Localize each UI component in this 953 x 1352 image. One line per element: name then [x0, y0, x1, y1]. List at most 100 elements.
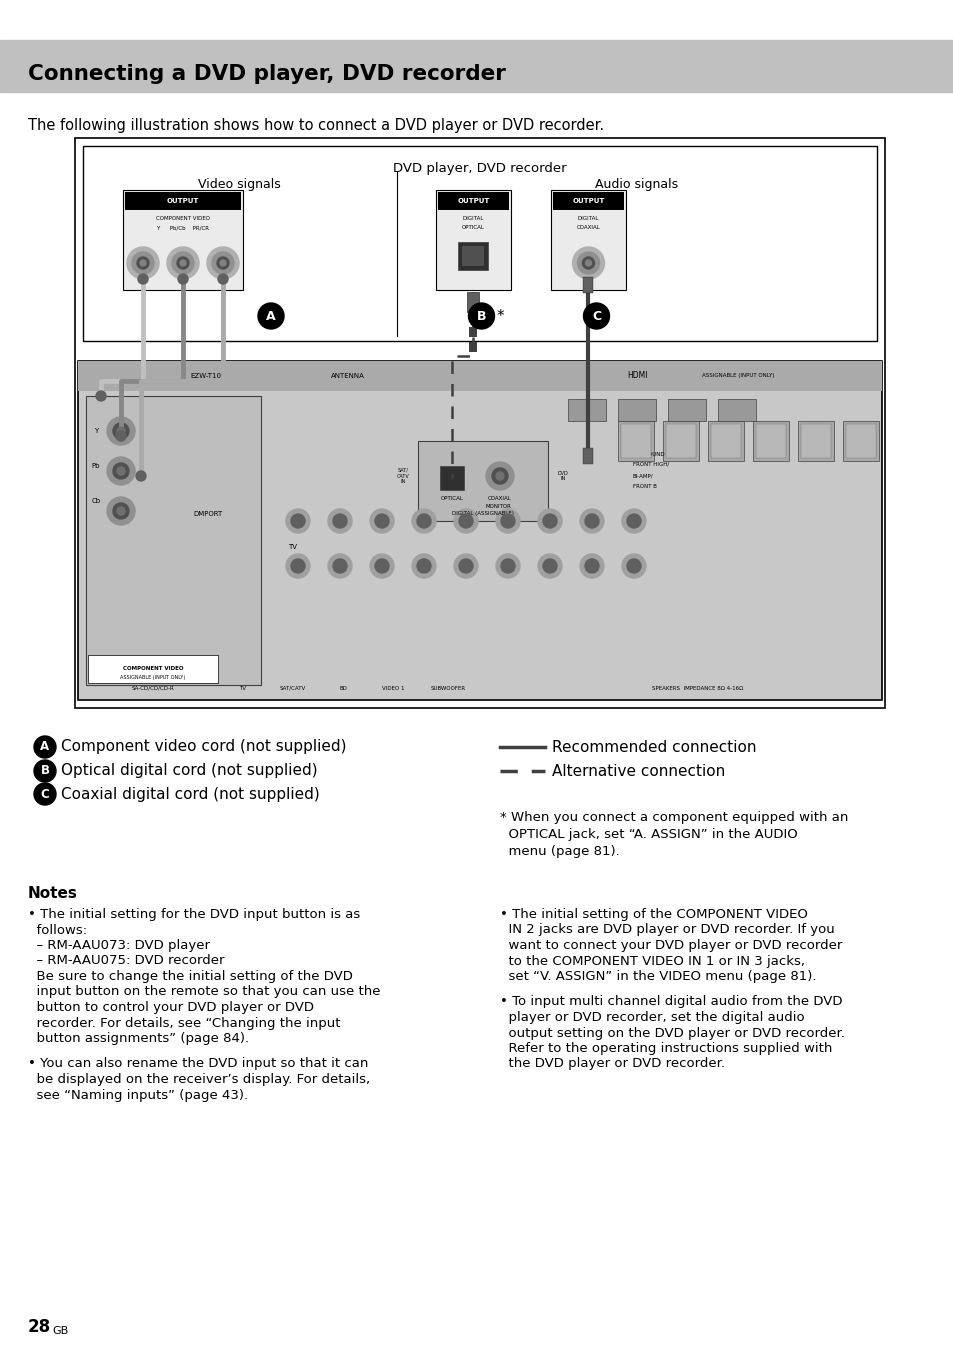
Text: ASSIGNABLE (INPUT ONLY): ASSIGNABLE (INPUT ONLY): [701, 373, 774, 379]
Text: ASSIGNABLE (INPUT ONLY): ASSIGNABLE (INPUT ONLY): [120, 676, 186, 680]
Circle shape: [220, 260, 226, 266]
Text: COMPONENT VIDEO: COMPONENT VIDEO: [123, 667, 183, 672]
Bar: [553, 192, 623, 210]
Circle shape: [370, 554, 394, 579]
Circle shape: [584, 558, 598, 573]
Bar: [718, 399, 755, 420]
Text: – RM-AAU073: DVD player: – RM-AAU073: DVD player: [28, 940, 210, 952]
Circle shape: [621, 554, 645, 579]
Circle shape: [117, 507, 125, 515]
Circle shape: [216, 257, 229, 269]
Text: The following illustration shows how to connect a DVD player or DVD recorder.: The following illustration shows how to …: [28, 118, 603, 132]
Circle shape: [177, 257, 189, 269]
Text: * When you connect a component equipped with an: * When you connect a component equipped …: [499, 811, 847, 823]
Text: DVD player, DVD recorder: DVD player, DVD recorder: [393, 162, 566, 174]
Text: button to control your DVD player or DVD: button to control your DVD player or DVD: [28, 1000, 314, 1014]
Text: Optical digital cord (not supplied): Optical digital cord (not supplied): [61, 764, 317, 779]
Circle shape: [291, 558, 305, 573]
Text: TV: TV: [288, 545, 297, 550]
Circle shape: [375, 514, 389, 529]
Text: BD: BD: [338, 685, 347, 691]
Circle shape: [112, 462, 129, 479]
Circle shape: [167, 247, 199, 279]
Circle shape: [34, 783, 56, 804]
Circle shape: [416, 558, 431, 573]
Text: COAXIAL: COAXIAL: [576, 224, 599, 230]
Circle shape: [291, 514, 305, 529]
Text: DIGITAL: DIGITAL: [578, 216, 598, 220]
Text: set “V. ASSIGN” in the VIDEO menu (page 81).: set “V. ASSIGN” in the VIDEO menu (page …: [499, 969, 816, 983]
Text: FRONT HIGH/: FRONT HIGH/: [633, 462, 669, 466]
Bar: [469, 312, 477, 322]
Text: Audio signals: Audio signals: [595, 178, 678, 191]
Circle shape: [416, 514, 431, 529]
Circle shape: [140, 260, 146, 266]
Text: VIDEO 1: VIDEO 1: [381, 685, 404, 691]
Bar: [752, 420, 788, 461]
Circle shape: [582, 257, 594, 269]
Text: • You can also rename the DVD input so that it can: • You can also rename the DVD input so t…: [28, 1057, 368, 1071]
Text: recorder. For details, see “Changing the input: recorder. For details, see “Changing the…: [28, 1017, 340, 1029]
Text: SUBWOOFER: SUBWOOFER: [430, 685, 465, 691]
Circle shape: [117, 466, 125, 475]
Text: Be sure to change the initial setting of the DVD: Be sure to change the initial setting of…: [28, 969, 353, 983]
Text: COAXIAL: COAXIAL: [488, 496, 512, 502]
Circle shape: [496, 554, 519, 579]
Text: want to connect your DVD player or DVD recorder: want to connect your DVD player or DVD r…: [499, 940, 841, 952]
Text: Cb: Cb: [91, 498, 100, 504]
Circle shape: [207, 247, 239, 279]
Text: BI-AMP/: BI-AMP/: [633, 473, 653, 479]
Text: Notes: Notes: [28, 886, 78, 900]
Text: B: B: [40, 764, 50, 777]
Text: A: A: [266, 310, 275, 323]
Bar: [583, 277, 593, 293]
Circle shape: [496, 508, 519, 533]
Circle shape: [178, 274, 188, 284]
Bar: [567, 399, 605, 420]
Text: Video signals: Video signals: [198, 178, 281, 191]
Circle shape: [458, 514, 473, 529]
Text: Component video cord (not supplied): Component video cord (not supplied): [61, 740, 346, 754]
Circle shape: [107, 498, 135, 525]
Circle shape: [116, 431, 126, 441]
Text: player or DVD recorder, set the digital audio: player or DVD recorder, set the digital …: [499, 1011, 803, 1023]
Bar: [88, 654, 218, 683]
Circle shape: [579, 554, 603, 579]
Circle shape: [375, 558, 389, 573]
Bar: [78, 361, 882, 391]
Text: SPEAKERS  IMPEDANCE 8Ω 4-16Ω: SPEAKERS IMPEDANCE 8Ω 4-16Ω: [652, 685, 742, 691]
Circle shape: [572, 247, 604, 279]
Text: menu (page 81).: menu (page 81).: [499, 845, 619, 859]
Circle shape: [137, 257, 149, 269]
Text: OUTPUT: OUTPUT: [572, 197, 604, 204]
Circle shape: [257, 303, 284, 329]
Circle shape: [180, 260, 186, 266]
Bar: [123, 191, 243, 289]
Bar: [436, 191, 511, 289]
Circle shape: [117, 427, 125, 435]
Circle shape: [136, 470, 146, 481]
Circle shape: [212, 251, 233, 274]
Text: COMPONENT VIDEO: COMPONENT VIDEO: [156, 216, 210, 220]
Text: HDMI: HDMI: [627, 372, 648, 380]
Bar: [75, 138, 884, 708]
Bar: [437, 192, 509, 210]
Bar: [667, 399, 705, 420]
Circle shape: [138, 274, 148, 284]
Circle shape: [333, 514, 347, 529]
Bar: [0, 41, 953, 92]
Circle shape: [454, 508, 477, 533]
Circle shape: [468, 303, 494, 329]
Circle shape: [500, 558, 515, 573]
Text: – RM-AAU075: DVD recorder: – RM-AAU075: DVD recorder: [28, 955, 224, 968]
Text: the DVD player or DVD recorder.: the DVD player or DVD recorder.: [499, 1057, 724, 1071]
Text: to the COMPONENT VIDEO IN 1 or IN 3 jacks,: to the COMPONENT VIDEO IN 1 or IN 3 jack…: [499, 955, 804, 968]
Bar: [707, 420, 743, 461]
Circle shape: [96, 391, 106, 402]
Circle shape: [537, 508, 561, 533]
Text: Refer to the operating instructions supplied with: Refer to the operating instructions supp…: [499, 1042, 832, 1055]
Text: DMPORT: DMPORT: [193, 511, 222, 516]
Circle shape: [500, 514, 515, 529]
Text: Y      Pb/Cb    PR/CR: Y Pb/Cb PR/CR: [156, 224, 210, 230]
Bar: [457, 242, 488, 270]
